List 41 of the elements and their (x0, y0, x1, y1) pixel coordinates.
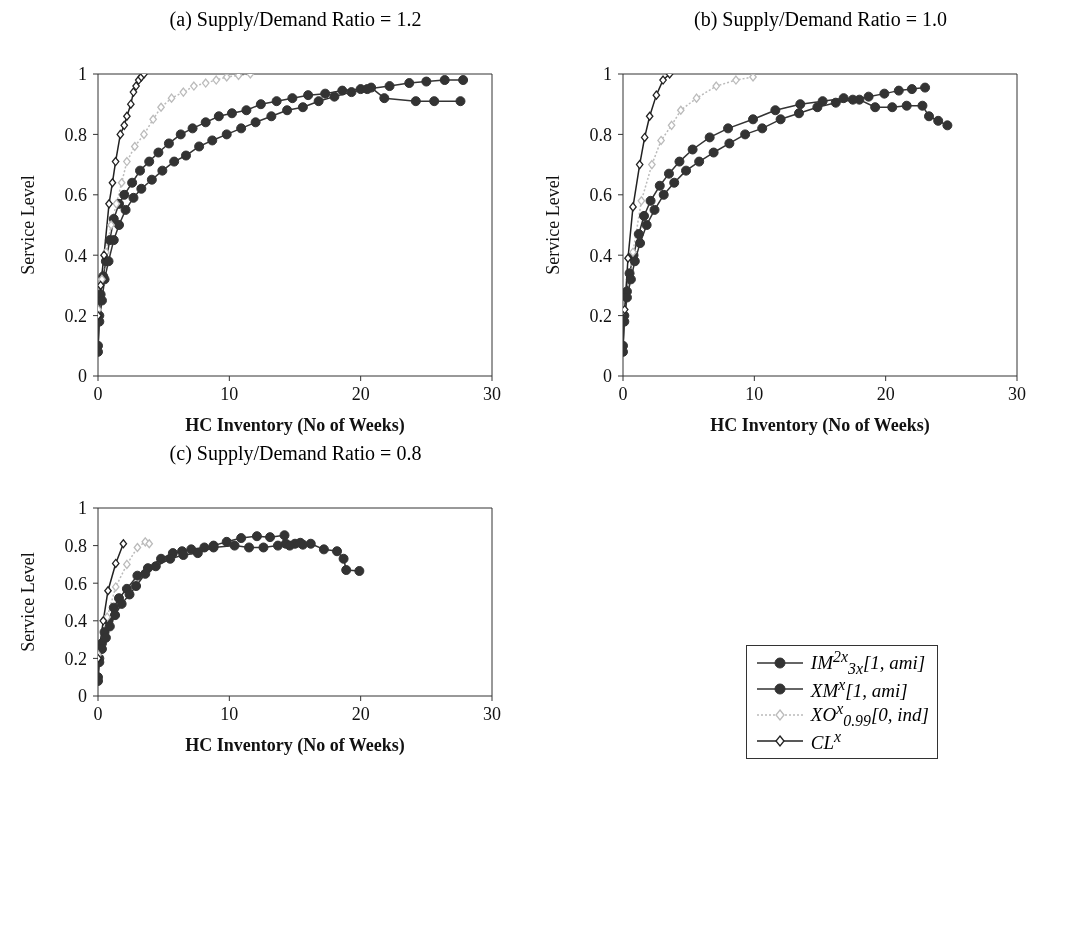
y-tick-label: 0.2 (64, 305, 87, 326)
y-tick-label: 0.6 (64, 185, 87, 206)
x-tick-label: 0 (93, 703, 103, 724)
legend-label: IM$^{2x}$$_{3x}$[1, ami] (810, 647, 926, 678)
y-tick-label: 0.4 (64, 611, 87, 632)
y-tick-label: 0.6 (589, 185, 612, 206)
x-tick-label: 10 (745, 383, 764, 404)
y-tick-label: 0.4 (589, 245, 612, 266)
x-tick-label: 20 (876, 383, 895, 404)
y-tick-label: 0.8 (64, 535, 87, 556)
y-tick-label: 1 (78, 64, 87, 85)
y-tick-label: 0.2 (589, 305, 612, 326)
y-tick-label: 0.6 (64, 573, 87, 594)
legend-label: CL$^{x}$ (810, 727, 842, 755)
y-tick-label: 0.8 (64, 124, 87, 145)
chart-title: (a) Supply/Demand Ratio = 1.2 (168, 8, 423, 33)
x-axis-title: HC Inventory (No of Weeks) (710, 414, 930, 436)
y-tick-label: 0.8 (589, 124, 612, 145)
x-tick-label: 30 (483, 703, 501, 724)
x-axis-title: HC Inventory (No of Weeks) (185, 734, 405, 756)
y-axis-title: Service Level (18, 175, 39, 275)
y-tick-label: 0 (78, 686, 87, 707)
x-tick-label: 30 (1008, 383, 1026, 404)
chart-title: (b) Supply/Demand Ratio = 1.0 (693, 8, 948, 33)
x-tick-label: 30 (483, 383, 501, 404)
x-tick-label: 10 (220, 703, 239, 724)
x-tick-label: 10 (220, 383, 239, 404)
y-tick-label: 0 (78, 366, 87, 387)
y-axis-title: Service Level (18, 552, 39, 652)
chart-title: (c) Supply/Demand Ratio = 0.8 (168, 442, 423, 467)
y-tick-label: 0.4 (64, 245, 87, 266)
y-tick-label: 1 (78, 498, 87, 519)
y-tick-label: 0 (603, 366, 612, 387)
y-axis-title: Service Level (543, 175, 564, 275)
x-tick-label: 0 (93, 383, 103, 404)
x-axis-title: HC Inventory (No of Weeks) (185, 414, 405, 436)
x-tick-label: 0 (618, 383, 628, 404)
y-tick-label: 1 (603, 64, 612, 85)
x-tick-label: 20 (351, 703, 370, 724)
y-tick-label: 0.2 (64, 648, 87, 669)
x-tick-label: 20 (351, 383, 370, 404)
